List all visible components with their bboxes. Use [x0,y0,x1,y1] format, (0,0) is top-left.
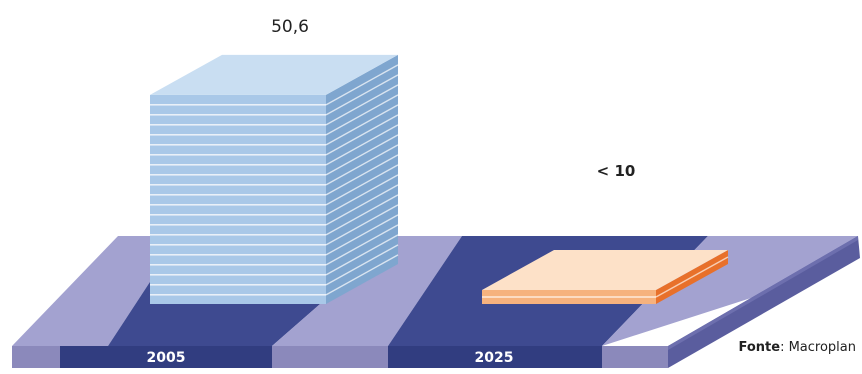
bar-front-2005 [150,94,326,304]
bar-slab-line [325,94,399,136]
bar-top-2025 [482,250,728,290]
bar-slab-line [325,84,399,126]
bar-slab-line [325,214,399,256]
bar-slab-line [325,144,399,186]
bar-slab-line [325,184,399,226]
category-label-2005: 2005 [147,350,186,366]
bar-top-2005 [150,54,398,95]
data-label-2005: 50,6 [271,17,309,37]
bar-slab-line [325,104,399,146]
source-note: Fonte: Macroplan [738,340,856,355]
bar-slab-line [325,194,399,236]
bar-slab-line [325,64,399,106]
bar-slab-line [325,124,399,166]
bars-group [150,54,729,304]
floor-side [668,236,860,368]
bar-2025 [482,250,729,304]
bar-slab-line [325,174,399,216]
bar-slab-line [325,164,399,206]
chart-floor [12,236,860,368]
bar-slab-line [325,254,399,296]
floor-band-1 [12,236,180,346]
bar-slab-line [325,74,399,116]
category-label-2025: 2025 [475,350,514,366]
source-value: : Macroplan [780,340,856,355]
floor-front-4 [388,346,602,368]
floor-front-3 [272,346,388,368]
bar-side-2005 [326,54,398,304]
bar-slab-line [325,224,399,266]
bar-slab-line [325,204,399,246]
source-label: Fonte [738,340,781,355]
bar-slab-line [325,234,399,276]
bar-2005 [150,54,399,304]
bar-slab-line [325,134,399,176]
floor-front-1 [12,346,60,368]
bar-slab-line [325,244,399,286]
floor-band-3 [272,236,462,346]
bar-slab-line [655,256,729,298]
bar-slab-line [325,114,399,156]
floor-edge [668,236,858,350]
floor-front-5 [602,346,668,368]
bar-slab-line [325,154,399,196]
data-label-2025: < 10 [597,162,636,180]
floor-band-5 [602,236,858,346]
floor-front-2 [60,346,272,368]
